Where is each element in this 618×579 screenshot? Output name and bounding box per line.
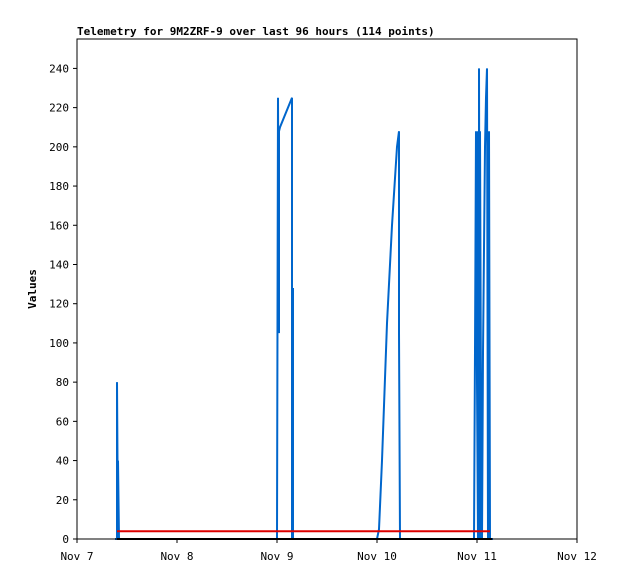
y-tick-label: 240 [49, 62, 69, 75]
y-tick-label: 40 [56, 455, 69, 468]
x-tick-label: Nov 9 [260, 550, 293, 563]
y-axis-title: Values [26, 269, 39, 309]
y-tick-label: 80 [56, 376, 69, 389]
y-tick-label: 140 [49, 258, 69, 271]
y-tick-label: 160 [49, 219, 69, 232]
x-axis: Nov 7 Nov 8 Nov 9 Nov 10 Nov 11 Nov 12 [60, 539, 597, 563]
y-tick-label: 100 [49, 337, 69, 350]
y-tick-label: 20 [56, 494, 69, 507]
y-tick-label: 180 [49, 180, 69, 193]
x-tick-label: Nov 8 [160, 550, 193, 563]
y-tick-label: 220 [49, 102, 69, 115]
y-tick-label: 120 [49, 298, 69, 311]
x-tick-label: Nov 7 [60, 550, 93, 563]
x-tick-label: Nov 10 [357, 550, 397, 563]
plot-frame [76, 38, 578, 540]
y-tick-label: 200 [49, 141, 69, 154]
y-tick-label: 0 [62, 533, 69, 546]
y-tick-label: 60 [56, 415, 69, 428]
x-tick-label: Nov 11 [457, 550, 497, 563]
x-tick-label: Nov 12 [557, 550, 597, 563]
chart-title: Telemetry for 9M2ZRF-9 over last 96 hour… [77, 25, 435, 38]
y-axis: 0 20 40 60 80 100 120 140 160 180 200 220 240 [49, 62, 77, 546]
